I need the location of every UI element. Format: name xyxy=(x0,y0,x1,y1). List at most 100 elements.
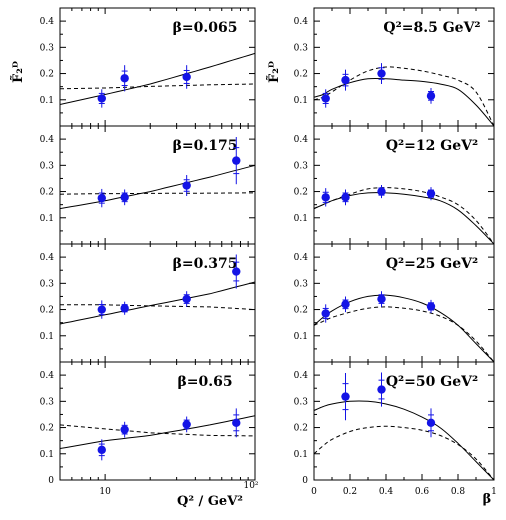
y-tick-label: 0 xyxy=(302,476,308,486)
data-point xyxy=(426,302,436,311)
panel-label: β=0.375 xyxy=(173,256,238,272)
y-tick-label: 0.2 xyxy=(294,424,308,434)
x-tick-label: 0 xyxy=(311,487,317,497)
panel-label: β=0.175 xyxy=(173,138,238,154)
data-point xyxy=(97,193,106,203)
left-x-axis-title: Q² / GeV² xyxy=(177,494,243,509)
left-panel-frames xyxy=(59,7,256,481)
y-tick-label: 0.4 xyxy=(40,371,55,381)
y-tick-label: 0.1 xyxy=(40,96,54,106)
data-point xyxy=(321,94,330,103)
data-point xyxy=(377,187,386,196)
data-point xyxy=(426,418,436,428)
data-point xyxy=(182,420,191,429)
x-tick-label: 1 xyxy=(491,487,497,497)
x-tick-label: 0.4 xyxy=(379,487,394,497)
dashed-curve xyxy=(314,66,494,126)
data-point xyxy=(321,193,330,202)
y-tick-label: 0.3 xyxy=(40,397,55,407)
y-tick-label: 0.4 xyxy=(294,253,309,263)
solid-curve xyxy=(314,192,494,244)
y-tick-label: 0.3 xyxy=(294,279,309,289)
x-tick-label: 0.6 xyxy=(415,487,430,497)
y-tick-label: 0.4 xyxy=(294,371,309,381)
x-tick-label: 0.2 xyxy=(343,487,357,497)
right-y-axis-title: F̃₂ᴰ xyxy=(266,61,282,83)
y-tick-label: 0.2 xyxy=(40,306,54,316)
solid-curve xyxy=(60,52,255,105)
data-point xyxy=(232,418,241,428)
y-tick-label: 0.1 xyxy=(294,450,308,460)
left-panel-labels: β=0.065 β=0.175 β=0.375 β=0.65 xyxy=(173,20,238,390)
data-point xyxy=(97,94,106,103)
y-tick-label: 0.2 xyxy=(294,306,308,316)
solid-curve xyxy=(60,415,255,449)
solid-curve xyxy=(314,294,494,362)
data-point xyxy=(377,294,386,304)
right-x-axis-title: β xyxy=(483,492,492,507)
solid-curve xyxy=(314,77,494,126)
y-tick-label: 0.4 xyxy=(40,17,55,27)
y-tick-label: 0.1 xyxy=(40,214,54,224)
x-tick-label: 10 xyxy=(99,487,111,497)
data-point xyxy=(377,385,386,394)
data-point xyxy=(182,294,191,304)
dashed-curve xyxy=(314,425,494,480)
y-tick-label: 0.3 xyxy=(294,397,309,407)
chart-marks: 0.1 0.2 0.3 0.4 0.1 0.2 0.3 0.4 0.1 0.2 0.3 0.4 0 0.1… xyxy=(40,7,497,497)
data-point xyxy=(426,189,436,198)
y-tick-label: 0.4 xyxy=(294,17,309,27)
solid-curve xyxy=(314,400,494,480)
data-point xyxy=(341,300,350,309)
y-tick-label: 0.3 xyxy=(294,43,309,53)
y-tick-label: 0.4 xyxy=(40,253,55,263)
dashed-curve xyxy=(60,424,255,437)
data-point xyxy=(341,193,350,202)
dashed-curve xyxy=(60,304,255,311)
y-tick-label: 0.1 xyxy=(40,332,54,342)
data-point xyxy=(120,304,129,313)
data-point xyxy=(97,305,106,314)
solid-curve xyxy=(60,281,255,325)
data-point xyxy=(232,156,241,165)
data-point xyxy=(341,392,350,401)
panel-label: Q²=12 GeV² xyxy=(386,138,478,154)
data-point xyxy=(120,425,129,434)
data-point xyxy=(426,91,436,101)
dashed-curve xyxy=(60,192,255,195)
y-tick-label: 0.3 xyxy=(294,161,309,171)
x-tick-label: 10² xyxy=(243,481,258,491)
y-tick-label: 0.3 xyxy=(40,43,55,53)
data-point xyxy=(377,69,386,78)
panel-label: Q²=25 GeV² xyxy=(386,256,478,272)
data-point xyxy=(232,267,241,276)
panel-label: β=0.65 xyxy=(177,374,232,390)
data-point xyxy=(120,74,129,83)
data-point xyxy=(182,181,191,190)
data-point xyxy=(341,75,350,85)
y-tick-label: 0.3 xyxy=(40,279,55,289)
y-tick-label: 0.4 xyxy=(294,135,309,145)
panel-label: β=0.065 xyxy=(173,20,238,36)
left-column: β=0.065 β=0.175 β=0.375 β=0.65 F̃₂ᴰ Q² /… xyxy=(10,7,256,509)
data-point xyxy=(120,193,129,202)
y-tick-label: 0.2 xyxy=(40,424,54,434)
y-tick-label: 0.2 xyxy=(294,70,308,80)
y-tick-label: 0.1 xyxy=(294,332,308,342)
panel-label: Q²=50 GeV² xyxy=(386,374,478,390)
dashed-curve xyxy=(314,187,494,244)
y-tick-label: 0.3 xyxy=(40,161,55,171)
solid-curve xyxy=(60,164,255,210)
data-point xyxy=(97,445,106,455)
dashed-curve xyxy=(60,83,255,90)
y-tick-label: 0.1 xyxy=(40,450,54,460)
data-point xyxy=(182,72,191,82)
y-tick-label: 0.2 xyxy=(40,188,54,198)
left-panel-frame xyxy=(59,361,256,481)
right-panel-labels: Q²=8.5 GeV² Q²=12 GeV² Q²=25 GeV² Q²=50 … xyxy=(383,20,480,390)
panel-label: Q²=8.5 GeV² xyxy=(383,20,480,36)
y-tick-label: 0.2 xyxy=(40,70,54,80)
left-y-axis-title: F̃₂ᴰ xyxy=(10,61,26,83)
y-tick-label: 0.2 xyxy=(294,188,308,198)
y-tick-label: 0.1 xyxy=(294,214,308,224)
